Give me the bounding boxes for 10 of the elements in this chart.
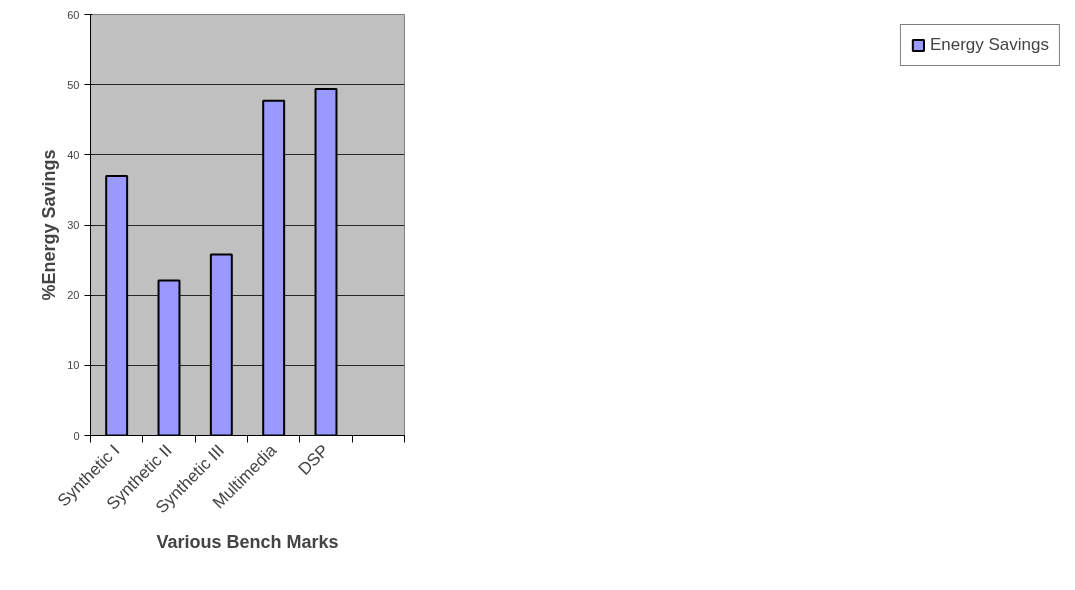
y-tick-label: 20: [67, 289, 80, 302]
y-tick-label: 30: [67, 219, 80, 231]
y-tick-label: 60: [67, 8, 80, 21]
x-axis-title: Various Bench Marks: [156, 531, 339, 552]
y-axis-title: %Energy Savings: [39, 149, 60, 301]
y-tick-label: 10: [67, 359, 80, 372]
legend-label: Energy Savings: [929, 35, 1049, 55]
y-tick-label: 50: [67, 78, 80, 91]
y-tick-label: 40: [67, 148, 80, 161]
y-tick-label: 0: [73, 429, 80, 442]
